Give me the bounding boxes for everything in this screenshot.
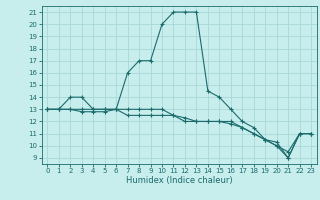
X-axis label: Humidex (Indice chaleur): Humidex (Indice chaleur) — [126, 176, 233, 185]
